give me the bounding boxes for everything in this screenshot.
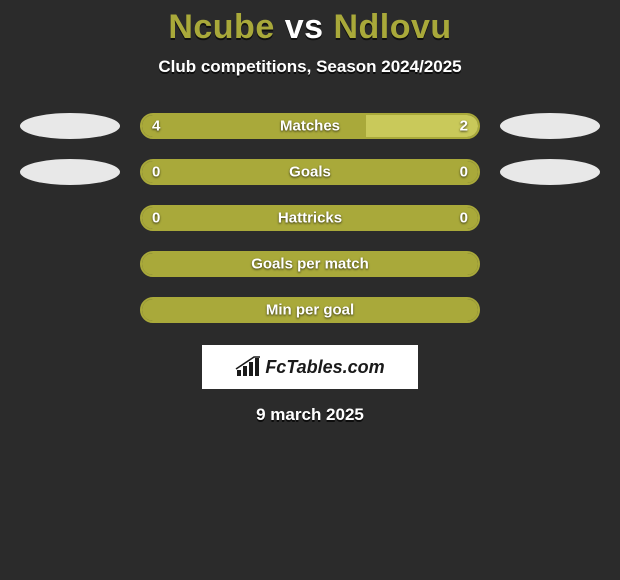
- stat-bar: Min per goal: [140, 297, 480, 323]
- stat-label: Matches: [280, 118, 340, 135]
- stat-label: Goals: [289, 164, 331, 181]
- player1-badge: [20, 113, 120, 139]
- brand-text: FcTables.com: [265, 357, 384, 378]
- snapshot-date: 9 march 2025: [0, 405, 620, 425]
- stat-value-right: 0: [460, 210, 468, 227]
- title-vs: vs: [285, 8, 324, 46]
- stat-row: Min per goal: [0, 295, 620, 325]
- stat-value-right: 0: [460, 164, 468, 181]
- competition-subtitle: Club competitions, Season 2024/2025: [0, 57, 620, 77]
- brand-box[interactable]: FcTables.com: [202, 345, 418, 389]
- player1-name: Ncube: [168, 8, 274, 46]
- comparison-card: Ncube vs Ndlovu Club competitions, Seaso…: [0, 0, 620, 425]
- stat-row: Goals 0 0: [0, 157, 620, 187]
- stat-label: Hattricks: [278, 210, 342, 227]
- stat-bar: Hattricks 0 0: [140, 205, 480, 231]
- stat-label: Min per goal: [266, 302, 354, 319]
- player2-name: Ndlovu: [333, 8, 451, 46]
- player2-badge: [500, 159, 600, 185]
- stat-value-left: 4: [152, 118, 160, 135]
- bar-chart-icon: [235, 356, 261, 378]
- stat-row: Matches 4 2: [0, 111, 620, 141]
- stat-bar: Goals per match: [140, 251, 480, 277]
- stat-label: Goals per match: [251, 256, 369, 273]
- stat-bar: Goals 0 0: [140, 159, 480, 185]
- stat-value-right: 2: [460, 118, 468, 135]
- stat-value-left: 0: [152, 164, 160, 181]
- stat-row: Goals per match: [0, 249, 620, 279]
- player2-badge: [500, 113, 600, 139]
- stat-row: Hattricks 0 0: [0, 203, 620, 233]
- h2h-title: Ncube vs Ndlovu: [0, 8, 620, 47]
- stat-value-left: 0: [152, 210, 160, 227]
- stat-bar: Matches 4 2: [140, 113, 480, 139]
- player1-badge: [20, 159, 120, 185]
- stats-list: Matches 4 2 Goals 0 0 Hattricks 0 0 Goals per mat…: [0, 111, 620, 325]
